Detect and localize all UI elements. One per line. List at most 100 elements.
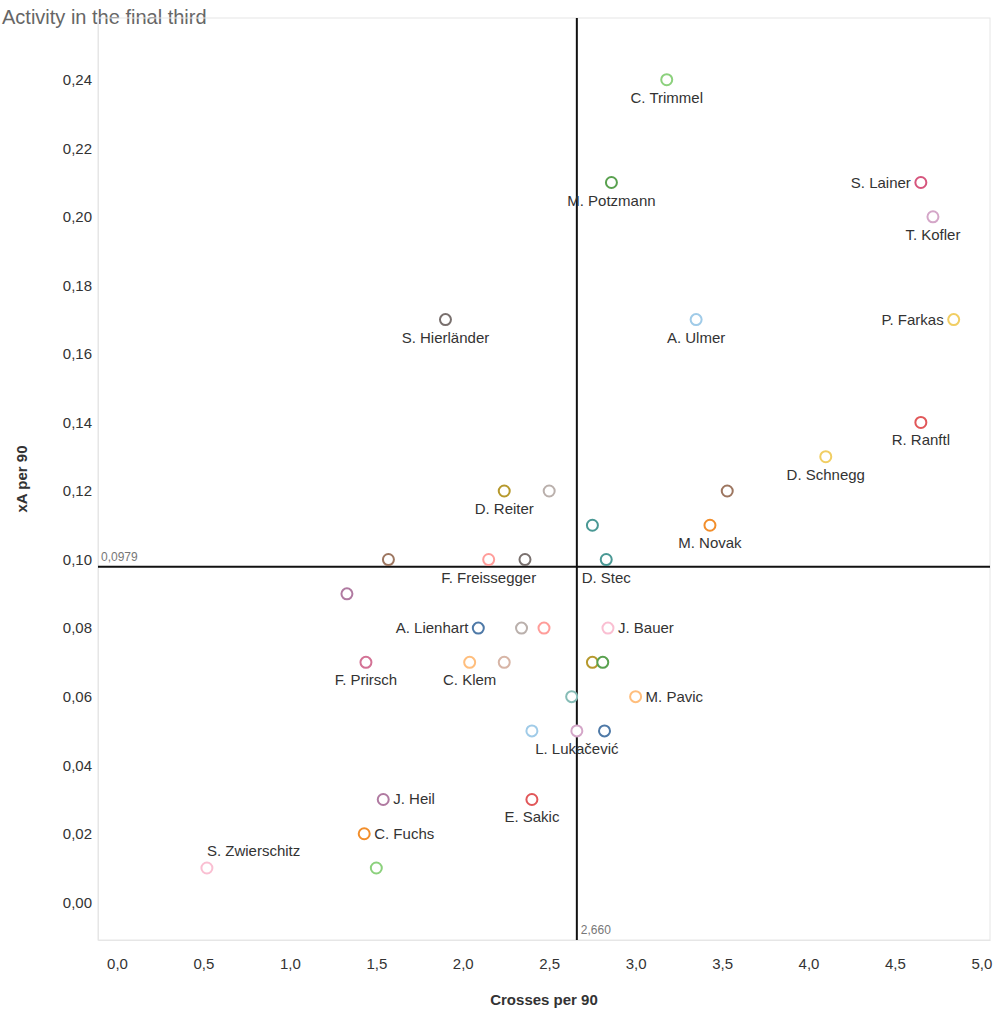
point-label: M. Pavic [646,688,704,705]
point [360,657,371,668]
tick: 0,06 [63,688,98,705]
point-label: S. Zwierschitz [207,842,300,859]
tick-label: 0,20 [63,208,92,225]
tick-label: 0,06 [63,688,92,705]
y-axis: 0,00 0,02 0,04 0,06 0,08 0,10 0,12 0,14 0,16 0,18… [63,19,99,941]
title: Activity in the final third [2,6,207,28]
point [378,794,389,805]
points [201,74,959,873]
point-label: T. Kofler [905,226,960,243]
point [539,623,550,634]
tick-label: 0,02 [63,825,92,842]
point [722,485,733,496]
tick-label: 0,12 [63,482,92,499]
tick: 4,5 [885,940,906,972]
axis-line [98,19,99,941]
point [915,417,926,428]
tick: 3,0 [626,940,647,972]
point-label: S. Hierländer [402,329,490,346]
tick-label: 0,0 [107,955,128,972]
point-label: A. Lienhart [396,619,469,636]
point [599,725,610,736]
point [371,863,382,874]
tick: 2,0 [453,940,474,972]
tick: 0,00 [63,894,98,911]
point [630,691,641,702]
point [499,657,510,668]
point [915,177,926,188]
tick: 2,5 [539,940,560,972]
point [526,725,537,736]
point [587,520,598,531]
tick-label: 0,18 [63,277,92,294]
axis-line [99,940,991,941]
point-label: F. Prirsch [335,671,398,688]
tick: 0,12 [63,482,98,499]
tick-label: 4,0 [799,955,820,972]
point [341,588,352,599]
reference-label: 2,660 [581,923,611,937]
tick: 0,24 [63,71,98,88]
tick: 0,02 [63,825,98,842]
point-label: J. Bauer [618,619,674,636]
point-label: J. Heil [393,790,435,807]
tick-label: 0,10 [63,551,92,568]
tick-label: 3,0 [626,955,647,972]
point-label: M. Novak [678,534,742,551]
tick-label: 2,5 [539,955,560,972]
reference-line [576,18,578,940]
tick-label: 0,00 [63,894,92,911]
point [519,554,530,565]
tick-label: 3,5 [712,955,733,972]
point [383,554,394,565]
tick: 1,5 [366,940,387,972]
tick-label: 0,04 [63,756,92,773]
point-label: S. Lainer [851,174,911,191]
tick: 0,5 [194,940,215,972]
tick: 0,08 [63,619,98,636]
tick: 4,0 [799,940,820,972]
point-label: F. Freissegger [441,569,536,586]
tick-label: 4,5 [885,955,906,972]
point-label: D. Reiter [475,500,534,517]
tick-label: 0,24 [63,71,92,88]
point [661,74,672,85]
point-label: P. Farkas [881,311,943,328]
tick: 0,04 [63,756,98,773]
point [927,211,938,222]
plot-frame [98,18,990,940]
tick-label: 5,0 [971,955,992,972]
tick-label: 1,5 [366,955,387,972]
point-label: C. Klem [443,671,496,688]
point [359,828,370,839]
point [516,623,527,634]
point [820,451,831,462]
tick: 0,0 [107,940,128,972]
tick-label: 0,22 [63,140,92,157]
tick: 3,5 [712,940,733,972]
point-label: R. Ranftl [892,431,950,448]
tick: 0,16 [63,345,98,362]
point-label: E. Sakic [504,808,560,825]
point-label: M. Potzmann [567,192,655,209]
tick-label: 0,16 [63,345,92,362]
reference-line [98,566,990,568]
chart: Activity in the final third 0,0 0,5 1,0 1,5 2… [0,0,1000,1019]
point [526,794,537,805]
tick: 5,0 [971,940,992,972]
reference-lines [98,18,990,940]
point [597,657,608,668]
y-axis-title: xA per 90 [13,446,30,513]
reference-label: 0,0979 [101,550,138,564]
x-axis: 0,0 0,5 1,0 1,5 2,0 2,5 3,0 3,5 4,0 4,5 5,0 [99,940,993,972]
point [464,657,475,668]
point [499,485,510,496]
tick-label: 2,0 [453,955,474,972]
point [601,554,612,565]
tick: 0,14 [63,414,98,431]
tick: 1,0 [280,940,301,972]
tick-label: 1,0 [280,955,301,972]
tick: 0,10 [63,551,98,568]
point [201,863,212,874]
point [602,623,613,634]
